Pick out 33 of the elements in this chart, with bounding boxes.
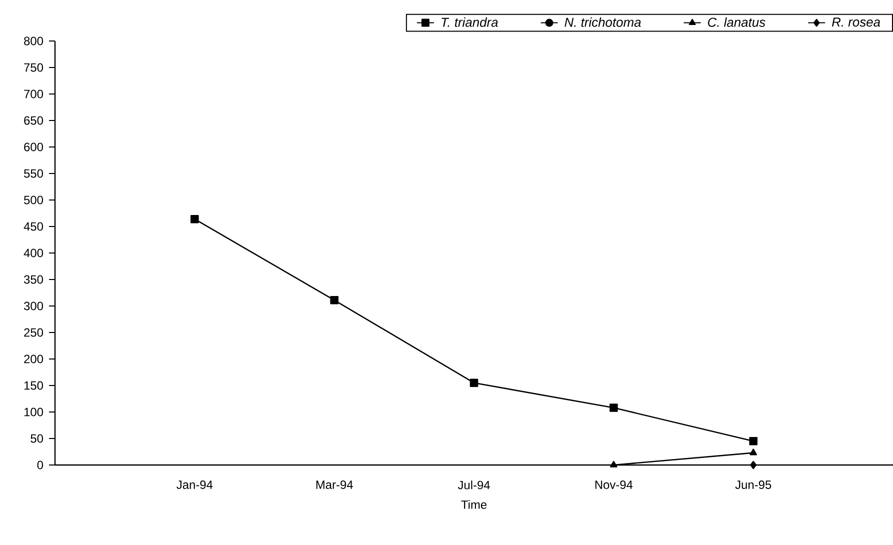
x-tick-label: Jan-94: [176, 480, 213, 489]
point: [610, 404, 618, 412]
point: [749, 437, 758, 446]
y-tick-label: 400: [24, 248, 44, 258]
x-tick-label: Mar-94: [316, 480, 353, 489]
point: [750, 460, 757, 470]
x-tick-label: Nov-94: [595, 480, 633, 489]
y-tick-label: 200: [24, 354, 44, 364]
y-tick-label: 350: [24, 275, 44, 284]
legend-label: N. trichotoma: [564, 17, 641, 27]
y-tick-label: 700: [24, 90, 44, 98]
point: [330, 296, 338, 304]
y-tick-label: 300: [24, 302, 44, 310]
y-tick-label: 650: [24, 116, 44, 125]
point: [470, 378, 478, 387]
legend-label: C. lanatus: [708, 17, 766, 27]
y-tick-label: 750: [24, 63, 44, 72]
y-tick-label: 0: [37, 460, 44, 470]
y-tick-label: 100: [24, 408, 44, 416]
y-tick-label: 600: [24, 142, 44, 152]
y-tick-label: 800: [24, 36, 44, 46]
x-tick-label: Jun-95: [735, 480, 772, 489]
x-tick-label: Jul-94: [458, 480, 490, 490]
legend-label: R. rosea: [832, 18, 880, 27]
y-tick-label: 550: [24, 169, 44, 178]
x-axis-title: Time: [461, 500, 487, 509]
legend-label: T. triandra: [442, 17, 498, 27]
y-tick-label: 450: [24, 222, 44, 231]
y-tick-label: 50: [30, 434, 44, 443]
y-tick-label: 250: [24, 328, 44, 337]
y-tick-label: 500: [24, 196, 44, 204]
y-tick-label: 150: [24, 381, 44, 390]
point: [190, 214, 199, 224]
